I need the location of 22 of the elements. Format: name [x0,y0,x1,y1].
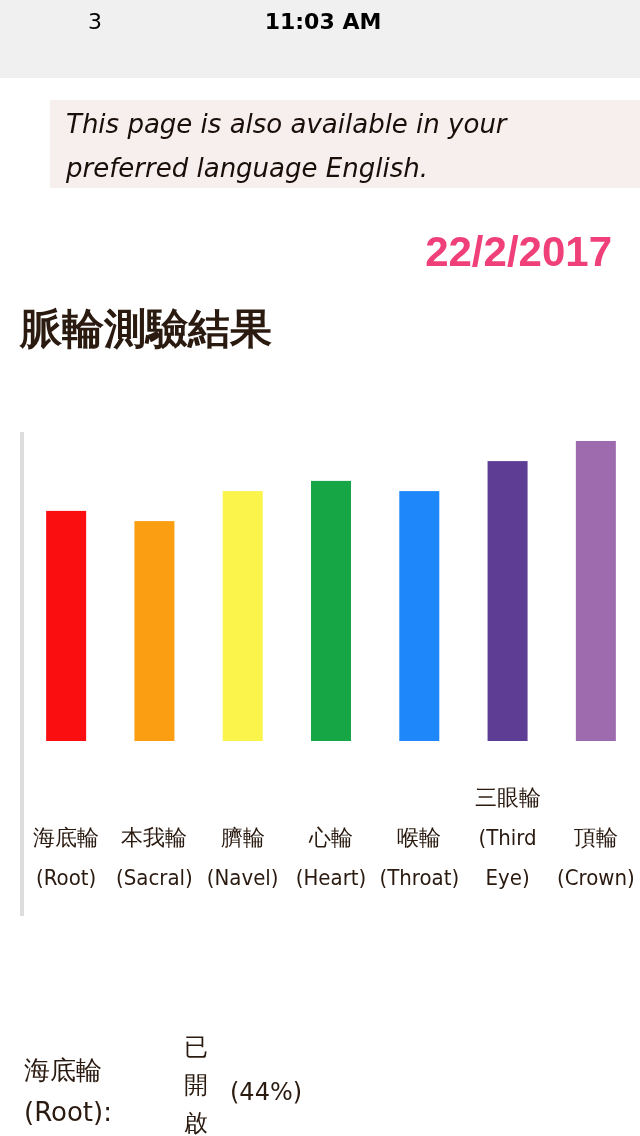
x-tick-label: 本我輪 (Sacral) [116,825,193,890]
bar [311,480,351,741]
chart-title: 脈輪測驗結果 [19,304,272,353]
text: 22/2/2017 [425,228,612,275]
text: 已開啟 [184,1033,208,1136]
text: This page is also available in your preferred language English. [65,109,509,183]
bar [399,491,440,741]
bar [134,521,175,741]
x-tick-label: 三眼輪 (Third Eye) [474,785,541,890]
text: 海底輪 (Root): [24,1055,112,1127]
text: 3 [88,9,102,34]
x-tick-label: 心輪 (Heart) [295,825,367,890]
text: 11:03 AM [264,9,382,34]
x-tick-label: 喉輪 (Throat) [379,825,460,890]
x-tick-label: 臍輪 (Navel) [206,825,279,890]
bar [575,441,616,741]
x-tick-label: 海底輪 (Root) [33,825,100,890]
bar [46,510,87,741]
bar [222,491,263,741]
bar [487,461,528,741]
text: (44%) [230,1078,303,1106]
x-tick-label: 頂輪 (Crown) [556,825,635,890]
